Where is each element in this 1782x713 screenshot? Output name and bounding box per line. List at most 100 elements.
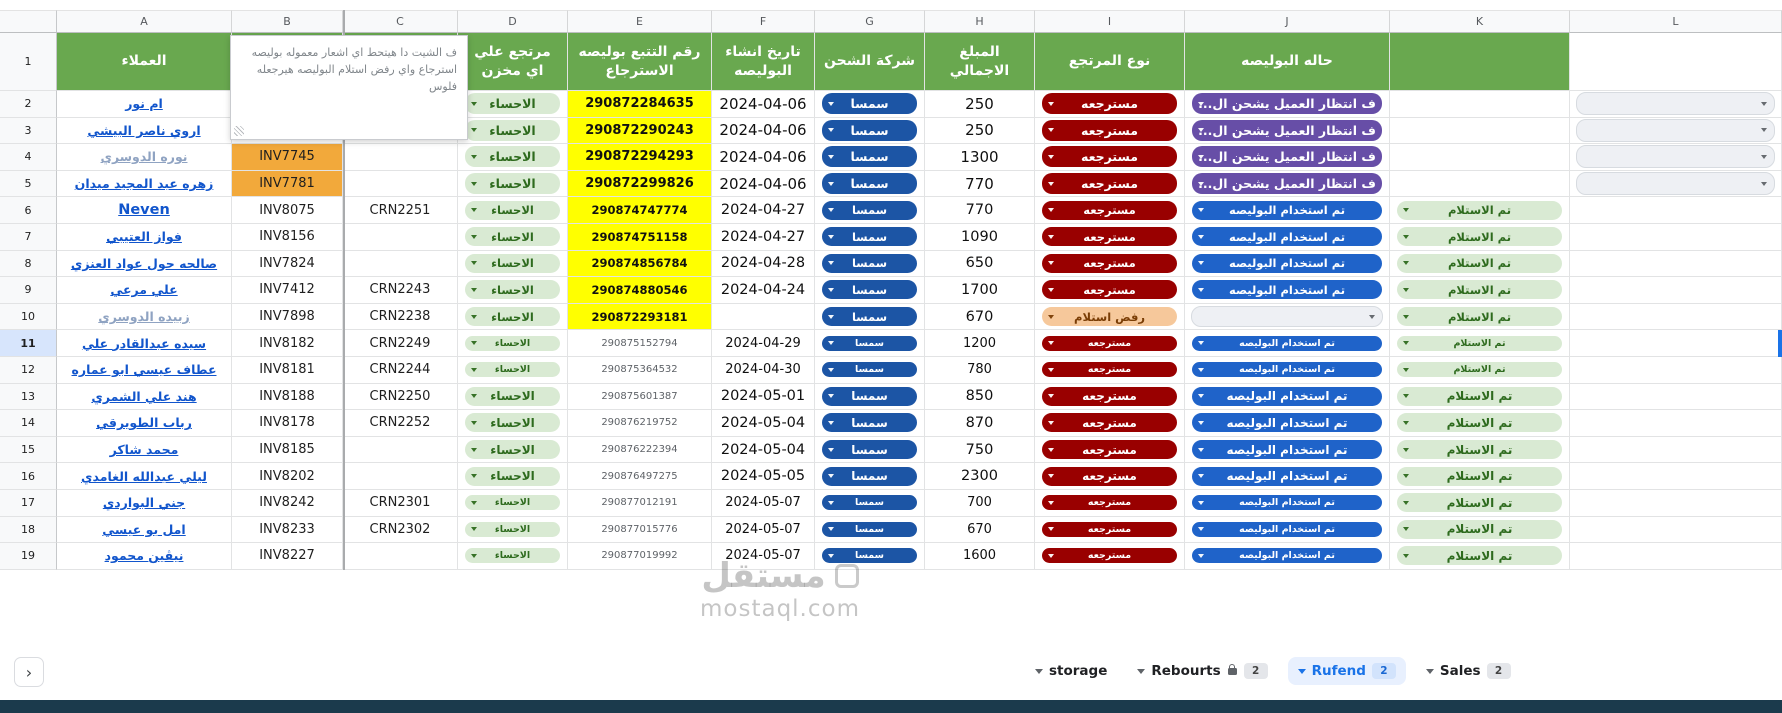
cell-tracking-number[interactable]: 290872294293	[568, 144, 712, 171]
cell-warehouse[interactable]: الاحساء	[458, 436, 568, 464]
courier-dropdown-chip[interactable]: سمسا	[822, 466, 917, 486]
cell-receipt-status[interactable]	[1390, 117, 1570, 145]
receipt-status-chip[interactable]: تم الاستلام	[1397, 335, 1562, 351]
cell-extra[interactable]	[1570, 117, 1782, 145]
sheet-tab-sales[interactable]: Sales 2	[1416, 657, 1521, 685]
cell-customer[interactable]: هند علي الشمري	[57, 383, 232, 411]
cell-creation-date[interactable]: 2024-04-06	[712, 117, 815, 145]
tab-dropdown-icon[interactable]	[1137, 668, 1146, 674]
cell-waybill-status[interactable]: تم استخدام البوليصه	[1185, 516, 1390, 544]
cell-receipt-status[interactable]: تم الاستلام	[1390, 383, 1570, 411]
cell-tracking-number[interactable]: 290875152794	[568, 330, 712, 357]
cell-return-type[interactable]: مسترجعه	[1035, 197, 1185, 224]
cell-invoice[interactable]: INV8182	[232, 330, 343, 357]
cell-invoice[interactable]: INV8075	[232, 197, 343, 224]
warehouse-dropdown-chip[interactable]: الاحساء	[465, 280, 560, 300]
row-number[interactable]: 13	[0, 383, 57, 411]
cell-extra[interactable]	[1570, 144, 1782, 171]
cell-invoice[interactable]: INV8242	[232, 489, 343, 517]
header-courier[interactable]: شركة الشحن	[815, 33, 925, 91]
warehouse-dropdown-chip[interactable]: الاحساء	[465, 173, 560, 195]
cell-courier[interactable]: سمسا	[815, 223, 925, 251]
cell-invoice[interactable]: INV8202	[232, 463, 343, 490]
cell-credit-note[interactable]	[343, 250, 458, 278]
cell-tracking-number[interactable]: 290872284635	[568, 91, 712, 118]
cell-credit-note[interactable]: CRN2302	[343, 516, 458, 544]
waybill-status-chip[interactable]: تم استخدام البوليصه	[1192, 227, 1382, 247]
cell-courier[interactable]: سمسا	[815, 170, 925, 198]
cell-credit-note[interactable]: CRN2251	[343, 197, 458, 224]
row-number[interactable]: 11	[0, 330, 57, 357]
waybill-status-chip[interactable]: تم استخدام البوليصه	[1192, 253, 1382, 273]
cell-total-amount[interactable]: 2300	[925, 463, 1035, 490]
receipt-status-chip[interactable]: تم الاستلام	[1397, 200, 1562, 220]
cell-credit-note[interactable]: CRN2301	[343, 489, 458, 517]
waybill-status-chip[interactable]: تم استخدام البوليصه	[1192, 413, 1382, 433]
cell-return-type[interactable]: مسترجعه	[1035, 383, 1185, 411]
cell-receipt-status[interactable]: تم الاستلام	[1390, 223, 1570, 251]
cell-return-type[interactable]: مسترجعه	[1035, 170, 1185, 198]
cell-courier[interactable]: سمسا	[815, 303, 925, 331]
cell-invoice[interactable]: INV7781	[232, 170, 343, 198]
warehouse-dropdown-chip[interactable]: الاحساء	[465, 386, 560, 406]
cell-customer[interactable]: رباب الطويرقي	[57, 410, 232, 437]
cell-courier[interactable]: سمسا	[815, 489, 925, 517]
cell-credit-note[interactable]: CRN2249	[343, 330, 458, 357]
cell-credit-note[interactable]	[343, 223, 458, 251]
cell-creation-date[interactable]: 2024-05-07	[712, 516, 815, 544]
waybill-status-chip[interactable]: ف انتظار العميل يشحن ال...	[1192, 93, 1382, 115]
courier-dropdown-chip[interactable]: سمسا	[822, 280, 917, 300]
cell-extra[interactable]	[1570, 463, 1782, 490]
empty-dropdown-chip[interactable]	[1576, 92, 1775, 116]
customer-link[interactable]: هند علي الشمري	[91, 388, 197, 404]
header-total-amount[interactable]: المبلغ الاجمالي	[925, 33, 1035, 91]
warehouse-dropdown-chip[interactable]: الاحساء	[465, 413, 560, 433]
cell-extra[interactable]	[1570, 543, 1782, 570]
cell-credit-note[interactable]	[343, 144, 458, 171]
cell-receipt-status[interactable]: تم الاستلام	[1390, 303, 1570, 331]
cell-return-type[interactable]: مسترجعه	[1035, 516, 1185, 544]
cell-return-type[interactable]: مسترجعه	[1035, 356, 1185, 384]
cell-courier[interactable]: سمسا	[815, 330, 925, 357]
cell-total-amount[interactable]: 750	[925, 436, 1035, 464]
cell-creation-date[interactable]: 2024-04-06	[712, 144, 815, 171]
cell-return-type[interactable]: مسترجعه	[1035, 277, 1185, 304]
cell-return-type[interactable]: مسترجعه	[1035, 250, 1185, 278]
warehouse-dropdown-chip[interactable]: الاحساء	[465, 227, 560, 247]
warehouse-dropdown-chip[interactable]: الاحساء	[465, 495, 560, 511]
cell-receipt-status[interactable]	[1390, 91, 1570, 118]
cell-customer[interactable]: ليلي عبدالله الغامدي	[57, 463, 232, 490]
cell-extra[interactable]	[1570, 489, 1782, 517]
cell-invoice[interactable]: INV7412	[232, 277, 343, 304]
cell-warehouse[interactable]: الاحساء	[458, 410, 568, 437]
column-letter-H[interactable]: H	[925, 10, 1035, 33]
return-type-chip[interactable]: مسترجعه	[1042, 413, 1177, 433]
cell-courier[interactable]: سمسا	[815, 117, 925, 145]
customer-link[interactable]: سيده عبدالقادر علي	[81, 335, 207, 351]
return-type-chip[interactable]: مسترجعه	[1042, 335, 1177, 351]
cell-tracking-number[interactable]: 290875364532	[568, 356, 712, 384]
cell-tracking-number[interactable]: 290877012191	[568, 489, 712, 517]
cell-customer[interactable]: فواز العتيبي	[57, 223, 232, 251]
header-return-type[interactable]: نوع المرتجع	[1035, 33, 1185, 91]
sheets-nav-button[interactable]: ›	[14, 657, 44, 687]
warehouse-dropdown-chip[interactable]: الاحساء	[465, 362, 560, 378]
column-letter-D[interactable]: D	[458, 10, 568, 33]
cell-tracking-number[interactable]: 290874751158	[568, 223, 712, 251]
empty-dropdown-chip[interactable]	[1576, 145, 1775, 169]
cell-waybill-status[interactable]: تم استخدام البوليصه	[1185, 489, 1390, 517]
cell-credit-note[interactable]	[343, 463, 458, 490]
cell-receipt-status[interactable]: تم الاستلام	[1390, 330, 1570, 357]
cell-creation-date[interactable]: 2024-05-07	[712, 489, 815, 517]
courier-dropdown-chip[interactable]: سمسا	[822, 93, 917, 115]
warehouse-dropdown-chip[interactable]: الاحساء	[465, 119, 560, 141]
cell-total-amount[interactable]: 850	[925, 383, 1035, 411]
column-letter-J[interactable]: J	[1185, 10, 1390, 33]
customer-link[interactable]: جني البواردي	[102, 495, 186, 511]
cell-extra[interactable]	[1570, 436, 1782, 464]
warehouse-dropdown-chip[interactable]: الاحساء	[465, 200, 560, 220]
return-type-chip[interactable]: مسترجعه	[1042, 440, 1177, 460]
warehouse-dropdown-chip[interactable]: الاحساء	[465, 146, 560, 168]
cell-return-type[interactable]: رفض استلام	[1035, 303, 1185, 331]
cell-warehouse[interactable]: الاحساء	[458, 277, 568, 304]
